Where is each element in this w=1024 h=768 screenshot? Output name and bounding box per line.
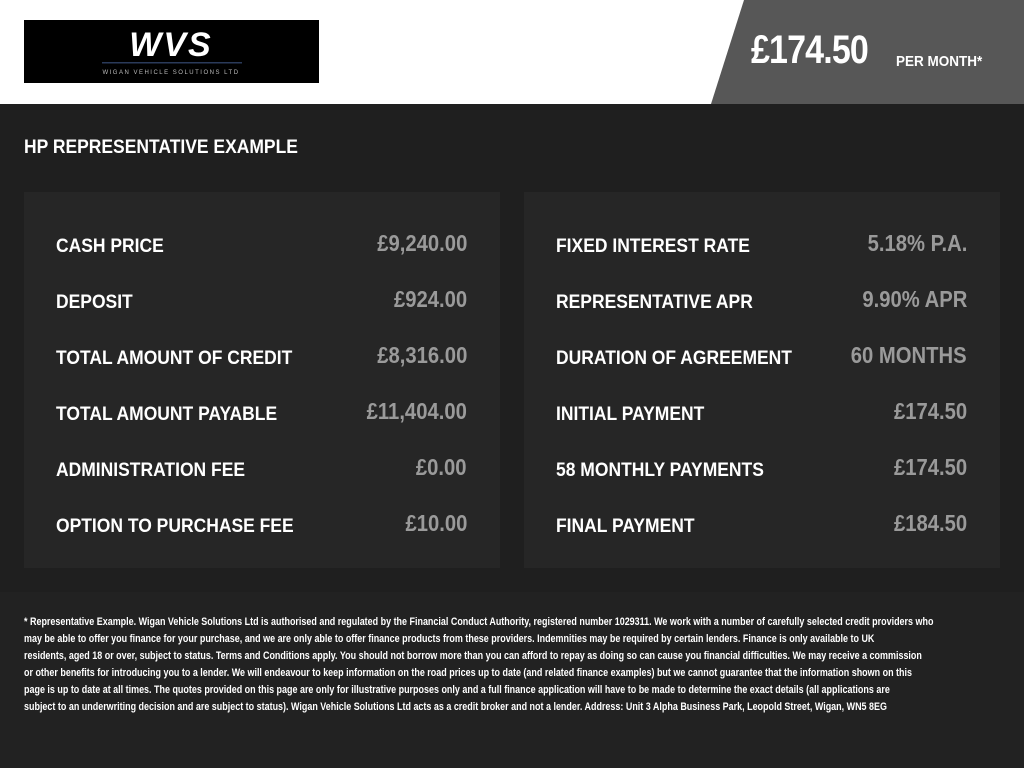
finance-value: £184.50: [893, 510, 967, 536]
finance-row: INITIAL PAYMENT £174.50: [556, 398, 967, 428]
disclaimer-line: * Representative Example. Wigan Vehicle …: [24, 616, 934, 628]
wvs-logo: WVS WIGAN VEHICLE SOLUTIONS LTD: [24, 20, 319, 83]
finance-value: £10.00: [405, 510, 467, 536]
finance-label: ADMINISTRATION FEE: [56, 460, 246, 481]
finance-label: DURATION OF AGREEMENT: [556, 348, 792, 369]
finance-row: CASH PRICE £9,240.00: [56, 230, 467, 260]
finance-value: £9,240.00: [376, 230, 467, 256]
finance-row: ADMINISTRATION FEE £0.00: [56, 454, 467, 484]
finance-row: TOTAL AMOUNT PAYABLE £11,404.00: [56, 398, 467, 428]
monthly-price: £174.50: [751, 28, 869, 72]
finance-value: £11,404.00: [366, 398, 467, 424]
finance-label: INITIAL PAYMENT: [556, 404, 705, 425]
finance-row: TOTAL AMOUNT OF CREDIT £8,316.00: [56, 342, 467, 372]
finance-row: FIXED INTEREST RATE 5.18% P.A.: [556, 230, 967, 260]
finance-row: 58 MONTHLY PAYMENTS £174.50: [556, 454, 967, 484]
finance-label: CASH PRICE: [56, 236, 164, 257]
svg-text:WIGAN VEHICLE SOLUTIONS LTD: WIGAN VEHICLE SOLUTIONS LTD: [102, 70, 239, 76]
finance-row: DURATION OF AGREEMENT 60 MONTHS: [556, 342, 967, 372]
disclaimer-line: may be able to offer you finance for you…: [24, 633, 875, 645]
disclaimer-line: page is up to date at all times. The quo…: [24, 684, 890, 696]
finance-label: OPTION TO PURCHASE FEE: [56, 516, 294, 537]
finance-label: REPRESENTATIVE APR: [556, 292, 753, 313]
finance-value: £174.50: [893, 398, 967, 424]
disclaimer-line: subject to an underwriting decision and …: [24, 701, 887, 713]
price-banner: [711, 0, 1024, 104]
finance-panel-right: FIXED INTEREST RATE 5.18% P.A. REPRESENTAT…: [524, 192, 1000, 568]
per-month-label: PER MONTH*: [896, 53, 983, 70]
finance-value: £924.00: [393, 286, 467, 312]
section-title: HP REPRESENTATIVE EXAMPLE: [24, 137, 298, 158]
disclaimer: * Representative Example. Wigan Vehicle …: [0, 592, 1024, 768]
finance-row: OPTION TO PURCHASE FEE £10.00: [56, 510, 467, 540]
finance-label: FINAL PAYMENT: [556, 516, 695, 537]
finance-row: DEPOSIT £924.00: [56, 286, 467, 316]
finance-label: 58 MONTHLY PAYMENTS: [556, 460, 764, 481]
finance-panel-left: CASH PRICE £9,240.00 DEPOSIT £924.00 TOTAL A…: [24, 192, 500, 568]
disclaimer-line: or other benefits for introducing you to…: [24, 667, 912, 679]
finance-value: £8,316.00: [376, 342, 467, 368]
finance-value: £0.00: [416, 454, 467, 480]
finance-value: £174.50: [893, 454, 967, 480]
finance-row: REPRESENTATIVE APR 9.90% APR: [556, 286, 967, 316]
disclaimer-line: residents, aged 18 or over, subject to s…: [24, 650, 922, 662]
finance-row: FINAL PAYMENT £184.50: [556, 510, 967, 540]
finance-label: TOTAL AMOUNT OF CREDIT: [56, 348, 293, 369]
svg-text:WVS: WVS: [129, 26, 212, 64]
finance-label: FIXED INTEREST RATE: [556, 236, 750, 257]
finance-value: 60 MONTHS: [851, 342, 967, 368]
finance-label: TOTAL AMOUNT PAYABLE: [56, 404, 278, 425]
finance-label: DEPOSIT: [56, 292, 133, 313]
finance-value: 9.90% APR: [862, 286, 967, 312]
finance-value: 5.18% P.A.: [867, 230, 967, 256]
